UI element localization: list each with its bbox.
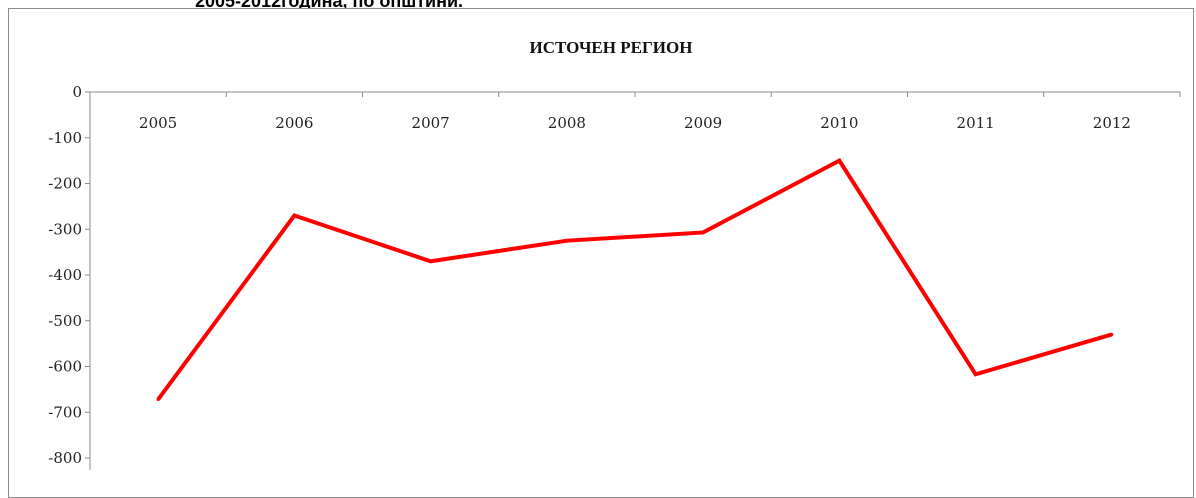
y-tick-label: 0 [72, 83, 82, 101]
data-point [837, 159, 841, 163]
data-point [156, 397, 160, 401]
y-tick-label: -100 [48, 129, 82, 147]
line-chart: ИСТОЧЕН РЕГИОН 0 -100 -200 -300 -400 -500 -600… [48, 38, 1181, 470]
y-tick-label: -300 [48, 220, 82, 238]
y-tick-label: -700 [48, 403, 82, 421]
x-tick-label: 2006 [275, 114, 313, 132]
chart-frame [8, 8, 1194, 498]
y-tick-label: -200 [48, 175, 82, 193]
x-tick-label: 2010 [820, 114, 858, 132]
data-point [974, 372, 978, 376]
series-group [156, 157, 1114, 401]
data-point [429, 259, 433, 263]
y-tick-label: -600 [48, 358, 82, 376]
data-point [1110, 332, 1114, 336]
data-point [701, 230, 705, 234]
x-axis: 2005 2006 2007 2008 2009 2010 2011 2012 [89, 91, 1181, 132]
y-tick-label: -400 [48, 266, 82, 284]
x-tick-label: 2011 [957, 114, 995, 132]
data-point [292, 214, 296, 218]
series-line [156, 157, 1113, 401]
y-axis: 0 -100 -200 -300 -400 -500 -600 -700 -800 [48, 83, 91, 470]
x-tick-label: 2009 [684, 114, 722, 132]
y-tick-label: -500 [48, 312, 82, 330]
y-tick-label: -800 [48, 449, 82, 467]
x-tick-label: 2012 [1093, 114, 1131, 132]
chart-title: ИСТОЧЕН РЕГИОН [530, 38, 693, 57]
x-tick-label: 2007 [412, 114, 450, 132]
top-caption: 2005-2012година, по општини. [195, 0, 464, 11]
x-tick-label: 2008 [548, 114, 586, 132]
x-tick-label: 2005 [139, 114, 177, 132]
data-point [565, 239, 569, 243]
